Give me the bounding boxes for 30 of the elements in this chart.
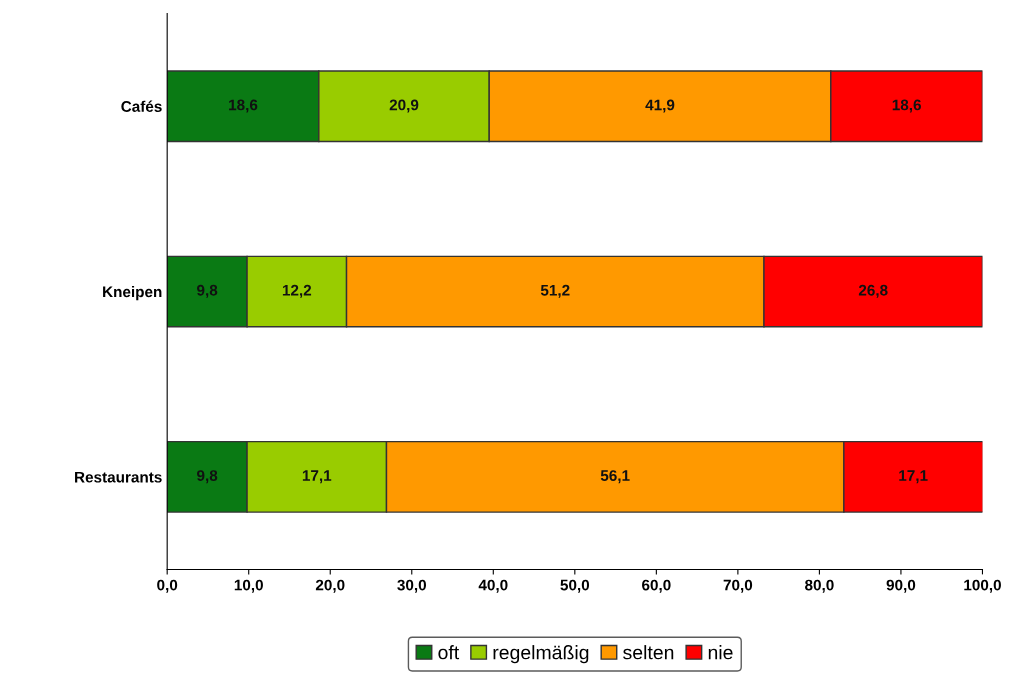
x-tick-label: 60,0 — [642, 579, 671, 593]
x-tick-label: 50,0 — [560, 579, 590, 593]
data-label: 18,6 — [229, 99, 258, 113]
data-label: 20,9 — [389, 99, 419, 113]
data-label: 51,2 — [540, 284, 570, 298]
x-tick-label: 100,0 — [964, 579, 1001, 593]
data-label: 12,2 — [282, 284, 312, 298]
data-label: 9,8 — [197, 284, 218, 298]
data-label: 41,9 — [645, 99, 675, 113]
x-tick-label: 30,0 — [397, 579, 427, 593]
y-tick-label: Restaurants — [75, 471, 162, 483]
data-label: 56,1 — [600, 470, 630, 484]
x-tick-label: 20,0 — [315, 579, 345, 593]
y-tick-label: Cafés — [121, 100, 162, 112]
data-label: 17,1 — [899, 470, 928, 484]
data-label: 26,8 — [858, 284, 888, 298]
legend-label: regelmäßig — [493, 645, 589, 664]
x-tick-label: 70,0 — [723, 579, 753, 593]
x-tick-label: 90,0 — [886, 579, 916, 593]
legend-label: nie — [708, 645, 733, 660]
legend-label: selten — [623, 645, 674, 660]
x-tick-label: 10,0 — [234, 579, 263, 593]
x-tick-label: 0,0 — [157, 579, 178, 593]
legend-label: oft — [438, 645, 460, 660]
y-tick-label: Kneipen — [103, 286, 162, 301]
data-label: 17,1 — [302, 470, 332, 484]
x-tick-label: 40,0 — [478, 579, 508, 593]
data-label: 18,6 — [892, 99, 921, 113]
x-tick-label: 80,0 — [805, 579, 834, 593]
data-label: 9,8 — [197, 470, 218, 484]
